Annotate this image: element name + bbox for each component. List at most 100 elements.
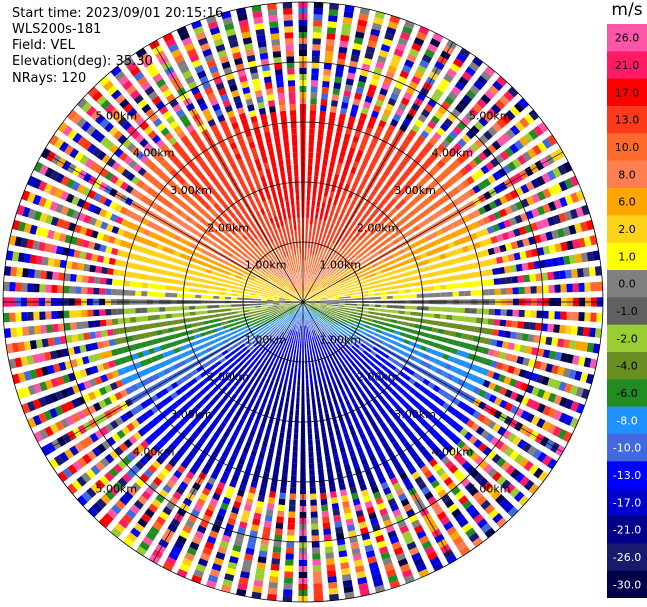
gate-cell <box>457 456 467 466</box>
gate-cell <box>152 521 163 531</box>
gate-cell <box>428 136 438 146</box>
gate-cell <box>221 349 229 356</box>
gate-cell <box>304 266 306 273</box>
gate-cell <box>499 443 510 454</box>
gate-cell <box>353 37 364 45</box>
gate-cell <box>329 325 335 331</box>
gate-cell <box>390 503 399 512</box>
gate-cell <box>294 325 298 332</box>
gate-cell <box>334 193 340 200</box>
gate-cell <box>278 324 284 330</box>
gate-cell <box>296 385 300 392</box>
gate-cell <box>390 207 398 215</box>
gate-cell <box>275 321 281 327</box>
gate-cell <box>408 129 417 138</box>
gate-cell <box>440 226 449 234</box>
gate-cell <box>347 392 354 399</box>
gate-cell <box>313 176 319 183</box>
gate-cell <box>276 449 282 457</box>
gate-cell <box>14 357 23 368</box>
gate-cell <box>510 468 521 479</box>
gate-cell <box>415 318 422 323</box>
gate-cell <box>392 482 402 491</box>
gate-cell <box>354 315 362 319</box>
gate-cell <box>308 305 314 309</box>
gate-cell <box>319 293 326 296</box>
gate-cell <box>265 428 271 436</box>
gate-cell <box>229 480 237 488</box>
gate-cell <box>226 365 233 372</box>
gate-cell <box>326 203 331 210</box>
gate-cell <box>367 353 374 360</box>
gate-cell <box>541 272 548 281</box>
gate-cell <box>278 357 283 364</box>
gate-cell <box>564 415 574 426</box>
gate-cell <box>343 506 352 514</box>
gate-cell <box>325 461 332 469</box>
gate-cell <box>327 281 334 287</box>
gate-cell <box>382 224 389 231</box>
gate-cell <box>364 469 373 477</box>
gate-cell <box>524 370 533 380</box>
gate-cell <box>462 404 471 413</box>
gate-cell <box>209 323 217 329</box>
gate-cell <box>436 159 446 169</box>
gate-cell <box>105 288 112 295</box>
gate-cell <box>315 152 321 159</box>
gate-cell <box>318 353 323 360</box>
gate-cell <box>424 332 431 339</box>
gate-cell <box>456 183 465 192</box>
gate-cell <box>310 505 318 512</box>
gate-cell <box>272 473 279 481</box>
gate-cell <box>373 332 381 338</box>
gate-cell <box>564 210 573 221</box>
gate-cell <box>306 397 310 404</box>
gate-cell <box>267 497 276 504</box>
gate-cell <box>341 235 347 243</box>
gate-cell <box>406 251 414 258</box>
gate-cell <box>308 254 312 261</box>
gate-cell <box>63 310 70 319</box>
gate-cell <box>332 179 338 187</box>
gate-cell <box>413 557 425 567</box>
gate-cell <box>344 335 351 341</box>
gate-cell <box>331 322 338 328</box>
gate-cell <box>387 344 395 350</box>
gate-cell <box>308 463 315 470</box>
gate-cell <box>482 289 489 296</box>
gate-cell <box>76 476 87 487</box>
gate-cell <box>531 178 541 189</box>
gate-cell <box>422 353 430 361</box>
gate-cell <box>159 314 166 320</box>
gate-cell <box>359 483 368 492</box>
gate-cell <box>530 286 537 294</box>
gate-cell <box>338 265 344 271</box>
gate-cell <box>261 299 268 301</box>
gate-cell <box>134 234 142 243</box>
gate-cell <box>432 132 442 141</box>
gate-cell <box>67 372 76 382</box>
gate-cell <box>198 326 205 332</box>
gate-cell <box>342 286 349 290</box>
gate-cell <box>185 323 192 329</box>
gate-cell <box>221 534 231 543</box>
gate-cell <box>129 316 137 323</box>
gate-cell <box>338 294 345 297</box>
gate-cell <box>237 375 244 383</box>
gate-cell <box>108 257 116 265</box>
gate-cell <box>402 25 413 35</box>
gate-cell <box>369 434 376 443</box>
gate-cell <box>397 235 405 242</box>
gate-cell <box>525 345 533 355</box>
gate-cell <box>381 232 388 240</box>
gate-cell <box>273 368 279 376</box>
gate-cell <box>289 329 293 336</box>
gate-cell <box>425 347 433 354</box>
gate-cell <box>49 423 60 434</box>
gate-cell <box>453 142 463 152</box>
gate-cell <box>511 276 519 284</box>
gate-cell <box>369 368 377 376</box>
gate-cell <box>311 324 315 331</box>
gate-cell <box>358 346 365 352</box>
gate-cell <box>201 362 209 369</box>
